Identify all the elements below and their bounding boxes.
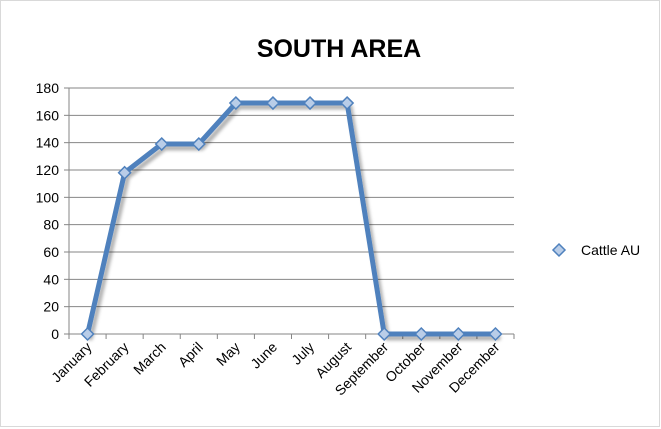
data-point — [191, 136, 206, 152]
data-point — [414, 326, 429, 342]
legend-label: Cattle AU — [581, 242, 640, 258]
y-tick-label: 60 — [43, 244, 59, 260]
y-tick-label: 0 — [51, 326, 59, 342]
y-tick-label: 180 — [36, 80, 60, 96]
data-point — [451, 326, 466, 342]
data-point — [488, 326, 503, 342]
y-tick-label: 160 — [36, 107, 60, 123]
series-cattle-au — [80, 95, 503, 342]
y-tick-label: 100 — [36, 189, 60, 205]
y-tick-label: 40 — [43, 271, 59, 287]
x-tick-label: May — [213, 339, 243, 369]
data-point — [265, 95, 281, 111]
chart-title: SOUTH AREA — [257, 35, 421, 63]
gridlines — [69, 87, 514, 308]
y-tick-label: 140 — [36, 135, 60, 151]
x-tick-label: April — [175, 339, 206, 370]
x-tick-label: March — [130, 339, 169, 378]
data-point — [154, 136, 169, 152]
data-point — [80, 326, 95, 342]
data-point — [117, 165, 132, 180]
x-tick-label: June — [247, 339, 280, 372]
data-point — [228, 95, 243, 111]
data-point — [340, 95, 355, 111]
data-point — [302, 95, 318, 111]
y-tick-label: 80 — [43, 217, 59, 233]
legend: Cattle AU — [539, 242, 640, 258]
x-tick-label: July — [288, 339, 317, 368]
y-tick-label: 120 — [36, 162, 60, 178]
data-point — [377, 326, 392, 342]
y-tick-label: 20 — [43, 299, 59, 315]
series-line — [85, 100, 498, 337]
legend-marker — [551, 242, 567, 258]
